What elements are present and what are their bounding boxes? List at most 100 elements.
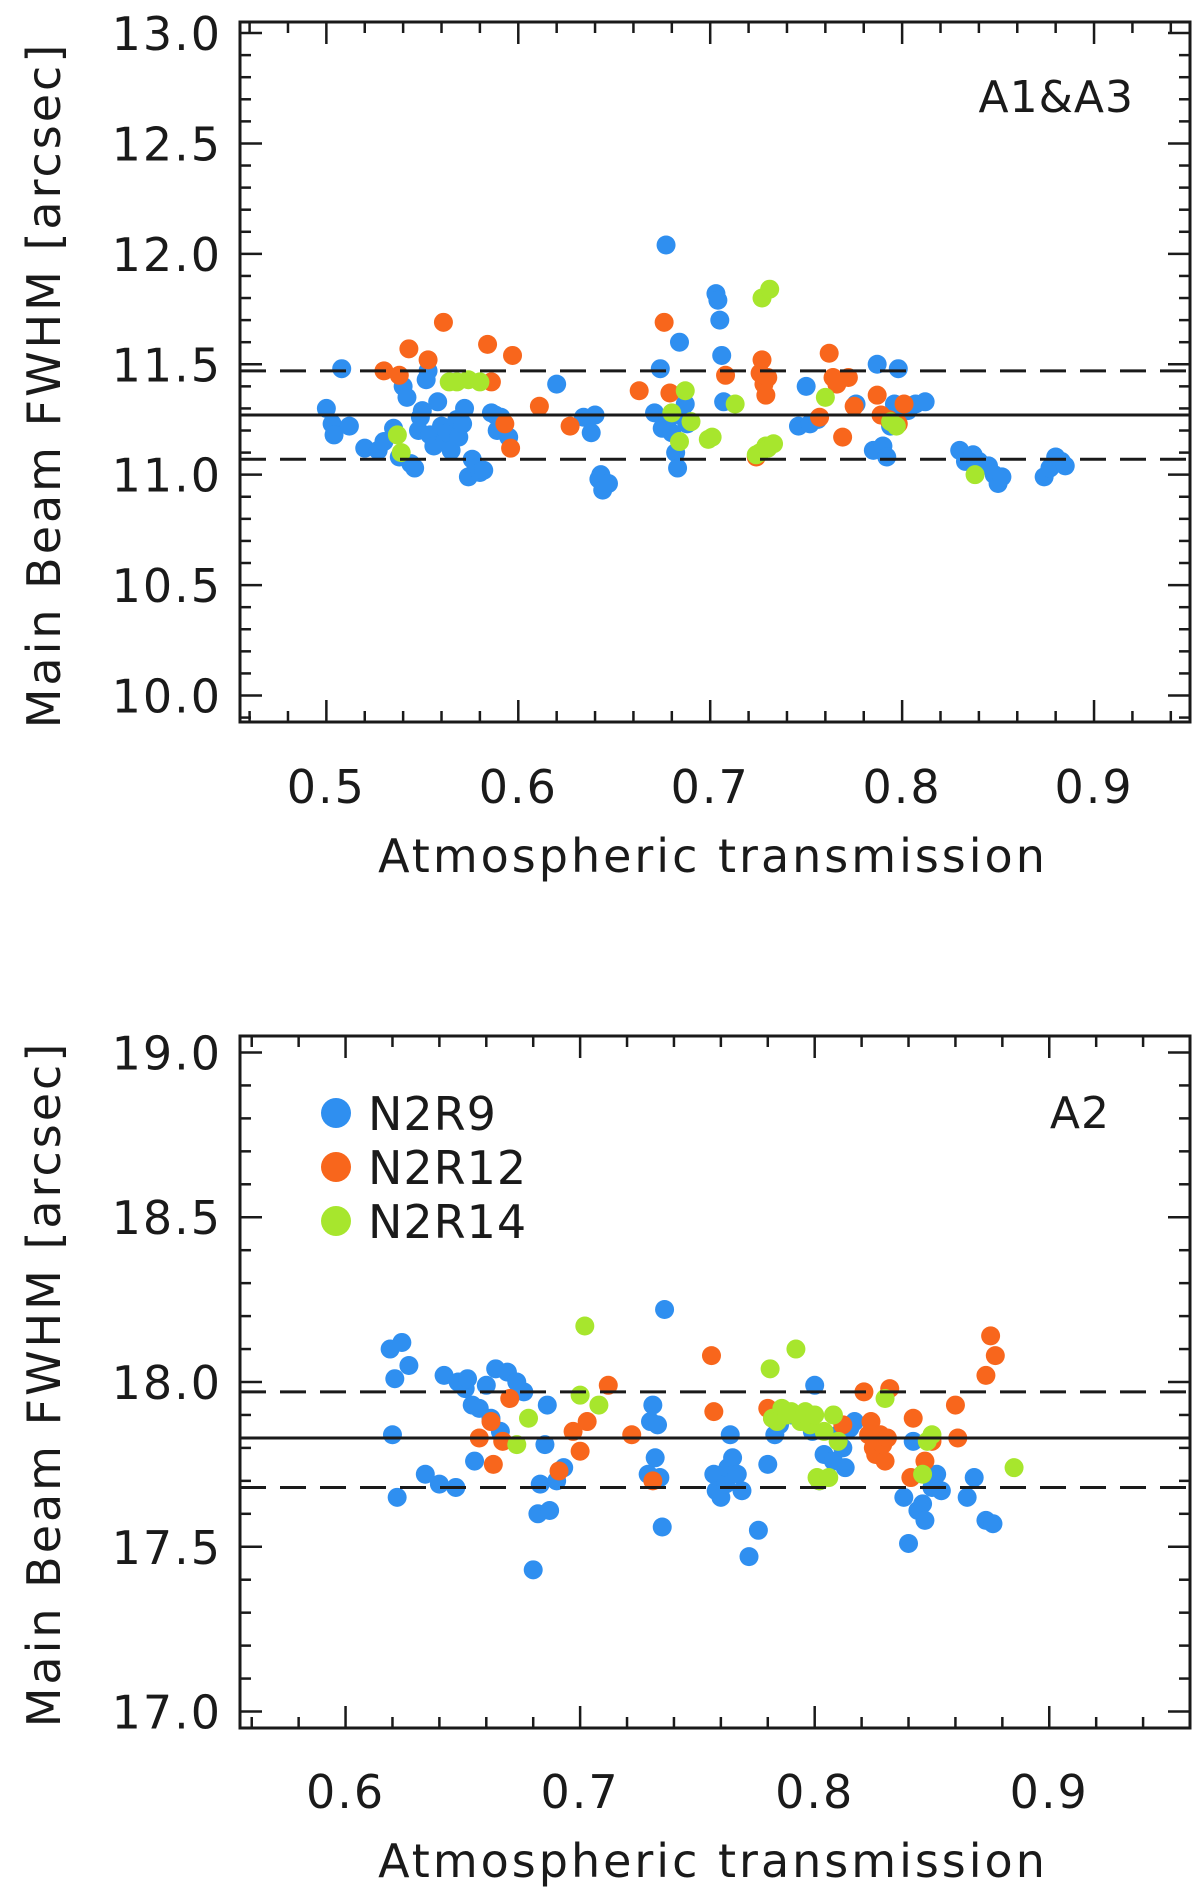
y-tick-label: 17.0 — [112, 1686, 222, 1740]
data-point — [478, 334, 498, 354]
data-point — [428, 392, 448, 412]
data-point — [476, 1375, 496, 1395]
x-tick-label: 0.9 — [1054, 760, 1133, 814]
data-point — [819, 343, 839, 363]
data-point — [629, 381, 649, 401]
data-point — [894, 394, 914, 414]
data-point — [535, 1435, 555, 1455]
data-point — [656, 235, 676, 255]
data-point — [675, 381, 695, 401]
series-n2r14 — [507, 1316, 1024, 1491]
data-point — [957, 1487, 977, 1507]
data-point — [433, 312, 453, 332]
data-point — [976, 1365, 996, 1385]
data-point — [756, 385, 776, 405]
data-point — [645, 1448, 665, 1468]
data-point — [732, 1481, 752, 1501]
data-point — [760, 279, 780, 299]
legend-label: N2R9 — [368, 1087, 497, 1141]
data-point — [530, 1474, 550, 1494]
data-point — [964, 1468, 984, 1488]
y-tick-label: 11.0 — [112, 449, 222, 503]
data-point — [681, 412, 701, 432]
data-point — [922, 1425, 942, 1445]
data-point — [500, 1388, 520, 1408]
data-point — [758, 1454, 778, 1474]
data-point — [815, 387, 835, 407]
y-tick-label: 12.0 — [112, 228, 222, 282]
x-axis-title: Atmospheric transmission — [378, 829, 1048, 883]
data-point — [501, 438, 521, 458]
x-tick-label: 0.6 — [306, 1765, 385, 1819]
x-tick-label: 0.9 — [1010, 1765, 1089, 1819]
data-point — [931, 1481, 951, 1501]
data-point — [875, 1451, 895, 1471]
data-point — [760, 1359, 780, 1379]
x-axis-title: Atmospheric transmission — [378, 1834, 1048, 1888]
data-point — [945, 1395, 965, 1415]
data-point — [786, 1339, 806, 1359]
panel-a1a3-chart: 0.5 0.6 0.7 0.8 0.9 10.0 10.5 11.0 11.5 12.0 12.5 1… — [17, 7, 1192, 883]
panel-label: A1&A3 — [979, 72, 1135, 123]
data-point — [710, 310, 730, 330]
data-point — [399, 1356, 419, 1376]
data-point — [391, 443, 411, 463]
data-point — [519, 1408, 539, 1428]
data-point — [643, 1471, 663, 1491]
x-tick-label: 0.8 — [863, 760, 942, 814]
data-point — [669, 432, 689, 452]
data-point — [453, 414, 473, 434]
data-point — [894, 1487, 914, 1507]
data-point — [833, 427, 853, 447]
panel-a2-chart: 0.6 0.7 0.8 0.9 17.0 17.5 18.0 18.5 19.0 Atmosphe… — [17, 1026, 1192, 1888]
legend-marker — [321, 1152, 351, 1182]
y-tick-label: 13.0 — [112, 7, 222, 61]
data-point — [563, 1421, 583, 1441]
y-tick-label: 17.5 — [112, 1521, 222, 1575]
data-point — [455, 398, 475, 418]
data-point — [992, 467, 1012, 487]
data-point — [712, 345, 732, 365]
data-point — [927, 1464, 947, 1484]
y-tick-label: 12.5 — [112, 117, 222, 171]
data-point — [835, 1458, 855, 1478]
data-point — [429, 1474, 449, 1494]
y-tick-label: 19.0 — [112, 1026, 222, 1080]
data-point — [577, 1412, 597, 1432]
y-tick-label: 11.5 — [112, 338, 222, 392]
data-point — [324, 425, 344, 445]
data-point — [581, 423, 601, 443]
data-point — [828, 1431, 848, 1451]
data-point — [570, 1441, 590, 1461]
data-point — [570, 1385, 590, 1405]
data-point — [913, 1464, 933, 1484]
data-point — [823, 1405, 843, 1425]
data-point — [875, 1388, 895, 1408]
data-point — [985, 1346, 1005, 1366]
data-point — [387, 425, 407, 445]
data-point — [332, 359, 352, 379]
data-point — [981, 1326, 1001, 1346]
data-point — [316, 398, 336, 418]
data-point — [399, 339, 419, 359]
data-point — [648, 1415, 668, 1435]
data-point — [549, 1461, 569, 1481]
data-point — [886, 416, 906, 436]
data-point — [483, 1454, 503, 1474]
data-point — [660, 383, 680, 403]
data-point — [507, 1435, 527, 1455]
data-point — [915, 392, 935, 412]
panel-label: A2 — [1050, 1088, 1110, 1139]
data-point — [739, 1547, 759, 1567]
data-point — [652, 1517, 672, 1537]
data-point — [418, 350, 438, 370]
x-tick-label: 0.5 — [287, 760, 366, 814]
data-point — [339, 416, 359, 436]
data-point — [622, 1425, 642, 1445]
data-point — [481, 1412, 501, 1432]
data-point — [385, 1369, 405, 1389]
data-point — [598, 474, 618, 494]
data-point — [915, 1510, 935, 1530]
data-point — [540, 1501, 560, 1521]
